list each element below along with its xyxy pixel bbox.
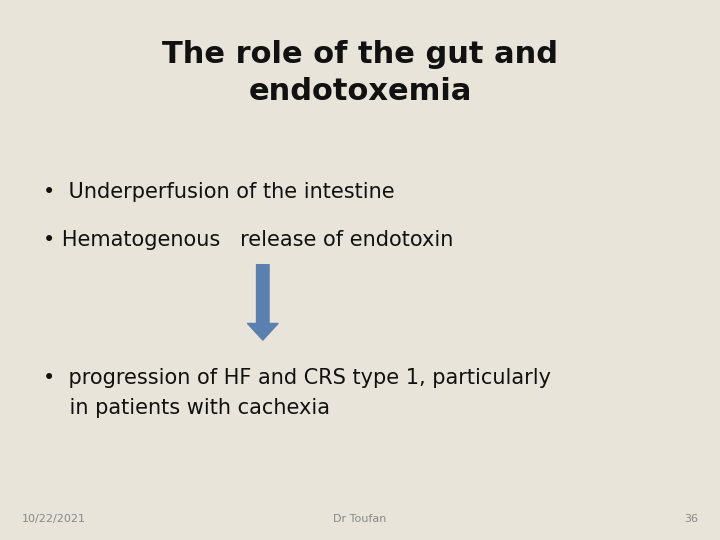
Text: •  Underperfusion of the intestine: • Underperfusion of the intestine	[43, 181, 395, 202]
Text: 36: 36	[685, 514, 698, 524]
Text: • Hematogenous   release of endotoxin: • Hematogenous release of endotoxin	[43, 230, 454, 251]
Text: •  progression of HF and CRS type 1, particularly: • progression of HF and CRS type 1, part…	[43, 368, 552, 388]
FancyArrowPatch shape	[248, 265, 278, 340]
Text: in patients with cachexia: in patients with cachexia	[43, 397, 330, 418]
Text: The role of the gut and
endotoxemia: The role of the gut and endotoxemia	[162, 40, 558, 106]
Text: 10/22/2021: 10/22/2021	[22, 514, 86, 524]
Text: Dr Toufan: Dr Toufan	[333, 514, 387, 524]
